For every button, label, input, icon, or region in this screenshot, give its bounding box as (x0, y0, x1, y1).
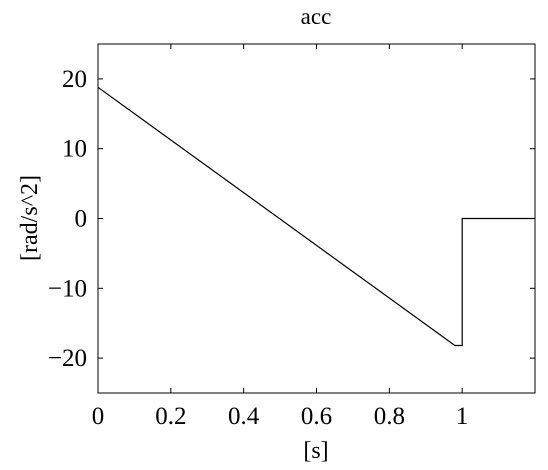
y-tick-label: 0 (75, 206, 88, 233)
y-tick-label: −20 (48, 345, 87, 372)
x-tick-label: 0.2 (155, 403, 186, 430)
x-tick-label: 0 (92, 403, 105, 430)
x-tick-label: 0.6 (301, 403, 332, 430)
y-tick-label: 20 (62, 66, 87, 93)
x-tick-label: 1 (456, 403, 469, 430)
x-tick-label: 0.4 (228, 403, 260, 430)
y-tick-label: 10 (62, 136, 87, 163)
x-axis-title: [s] (303, 438, 328, 464)
series-layer (98, 87, 535, 345)
series-line (98, 87, 535, 345)
x-tick-label: 0.8 (374, 403, 405, 430)
y-tick-label: −10 (48, 275, 87, 302)
x-axis: 0 0.2 0.4 0.6 0.8 1 (92, 44, 469, 430)
chart-title: acc (301, 4, 332, 29)
y-axis-title: [rad/s^2] (17, 175, 43, 261)
